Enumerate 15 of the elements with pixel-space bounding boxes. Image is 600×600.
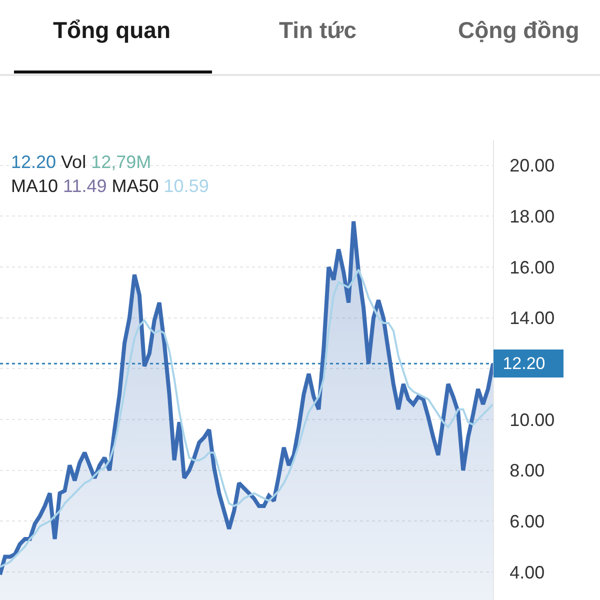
- y-tick-label: 20.00: [510, 156, 555, 176]
- y-tick-label: 18.00: [510, 206, 555, 227]
- annotation: 12.20 Vol 12,79M: [11, 152, 152, 172]
- y-tick-label: 16.00: [510, 257, 555, 278]
- y-tick-label: 4.00: [510, 562, 545, 582]
- y-tick-label: 10.00: [510, 410, 555, 430]
- y-tick-label: 6.00: [510, 512, 545, 532]
- ref-line-label: 12.20: [498, 354, 560, 373]
- text: Tổng quan: [53, 17, 171, 43]
- text: Tin tức: [279, 17, 357, 43]
- y-tick-label: 8.00: [510, 460, 545, 481]
- y-tick-label: 14.00: [510, 308, 555, 328]
- line-series: [0, 268, 493, 568]
- annotation: MA10 11.49 MA50 10.59: [11, 176, 209, 196]
- text: Cộng đồng: [458, 17, 580, 43]
